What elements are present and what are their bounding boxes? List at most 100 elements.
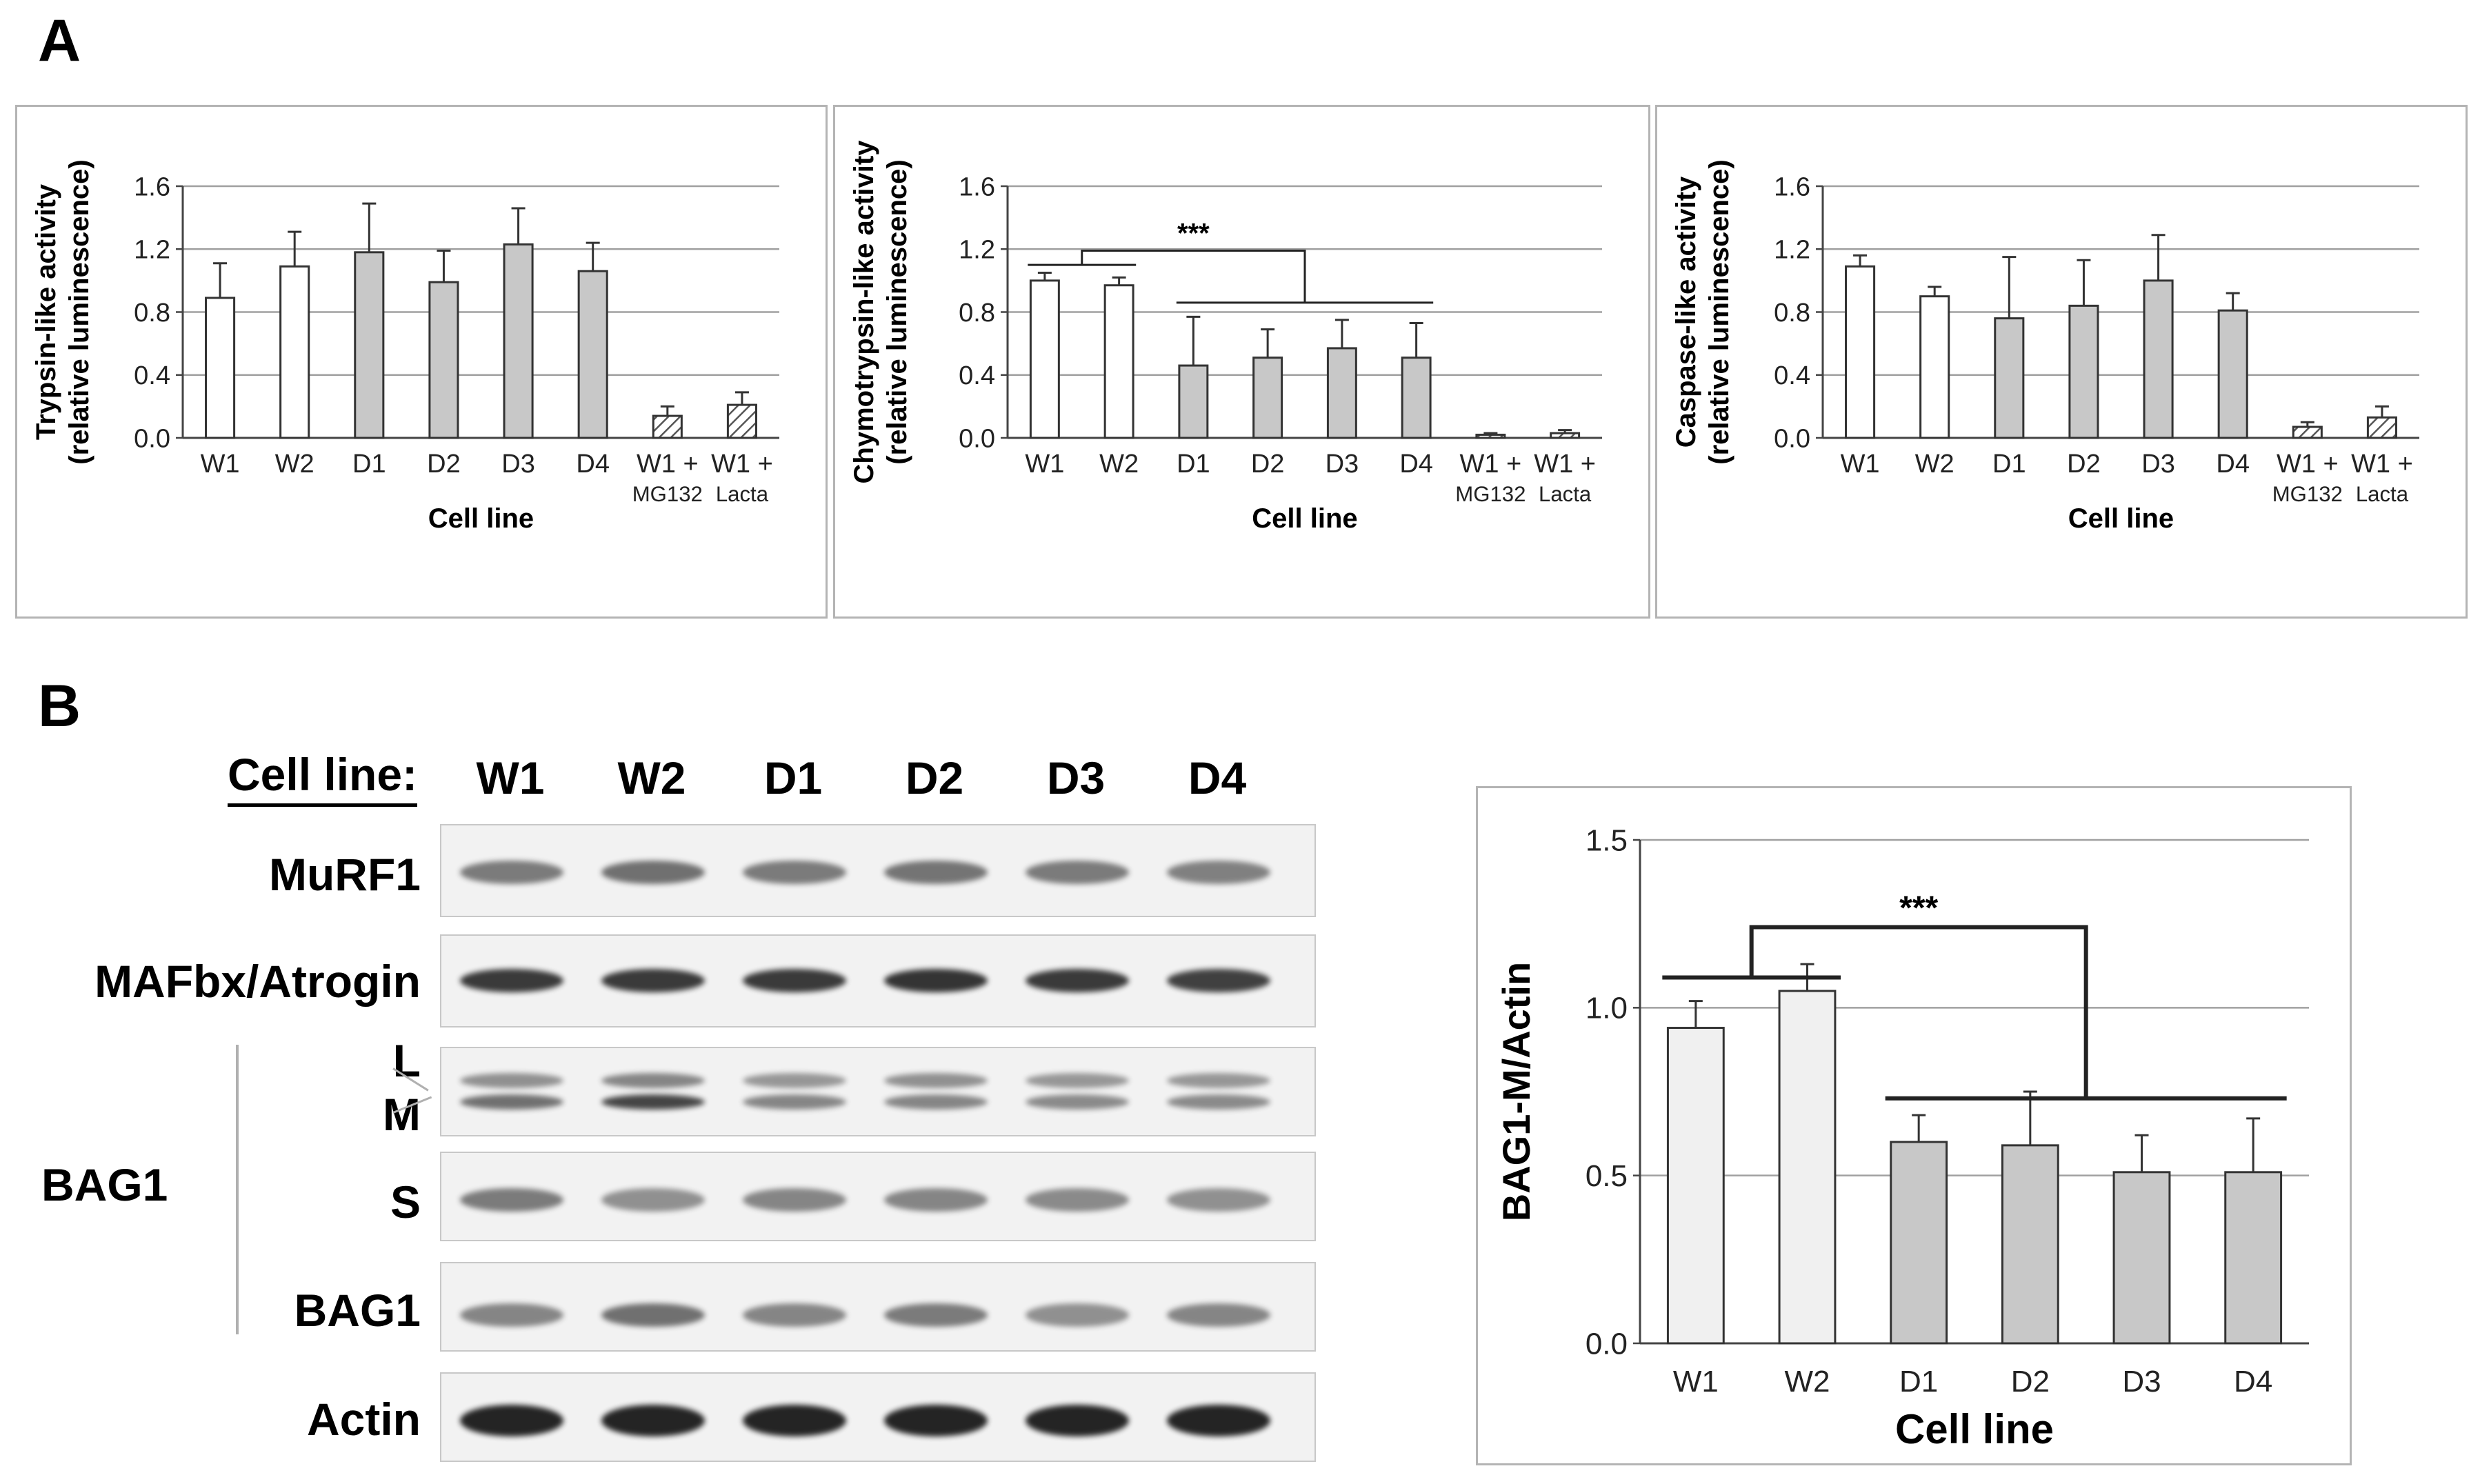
lane-label-d4: D4 [1188,752,1247,803]
lane-label-d2: D2 [905,752,964,803]
x-tick-label: W1 + [2351,450,2413,479]
x-tick-label: D3 [1326,450,1359,479]
bar-w1 [1845,265,1876,439]
y-axis-label: BAG1-M/Actin [1494,962,1538,1221]
x-tick-label: D2 [2067,450,2101,479]
bag1-group-label: BAG1 [41,1159,168,1210]
bar-d3 [2143,279,2174,439]
bar-d1 [1994,317,2025,439]
bag1-ratio-chart: 0.0 0.5 1.0 1.5 W1 W2 D1 D2 D3 D4 *** Cell line BAG1… [1476,786,2352,1465]
band-murf1-d3 [1026,860,1129,884]
panel-a-letter: A [38,8,81,74]
blot-strip-s [440,1152,1316,1241]
sig-bracket [1081,250,1306,303]
x-tick-label: W1 [1673,1365,1719,1398]
y-tick-label: 1.2 [1774,236,1810,265]
y-axis-label: Trypsin-like activity [31,183,61,440]
lane-label-w1: W1 [476,752,545,803]
band-s-w2 [601,1187,705,1212]
band-murf1-w1 [460,860,563,884]
x-tick-label: D3 [501,450,535,479]
x-tick-label: Lacta [2356,482,2409,506]
x-tick-label: D4 [2216,450,2250,479]
band-bag1-d3 [1026,1303,1129,1327]
blot-label-l: L [392,1035,421,1086]
x-tick-label: D1 [1177,450,1210,479]
y-tick-label: 1.6 [959,172,995,201]
blot-strip-mafbx-atrogin [440,934,1316,1027]
band-s-d2 [884,1187,988,1212]
bar-d3 [503,243,534,439]
y-tick-label: 0.8 [134,299,170,328]
x-axis-label: Cell line [1895,1406,2054,1452]
x-tick-label: W1 [201,450,240,479]
caspase-chart: 0.0 0.4 0.8 1.2 1.6 W1 W2 D1 D2 D3 D4 W1 + MG132 W1 +… [1655,105,2468,619]
band-s-d1 [743,1187,846,1212]
bar-d4 [2217,309,2248,439]
bar-w2 [1778,990,1837,1345]
band-murf1-d2 [884,860,988,884]
x-tick-label: Lacta [716,482,769,506]
y-tick-label: 0.0 [1586,1327,1628,1361]
band-m-w2 [601,1094,705,1110]
y-axis-label: Caspase-like activity [1671,176,1701,448]
bar-w2 [1919,295,1950,439]
y-tick-label: 0.4 [134,361,170,390]
blot-strip-murf1 [440,824,1316,917]
band-bag1-d1 [743,1303,846,1327]
y-tick-label: 1.0 [1586,992,1628,1025]
x-tick-label: D1 [352,450,386,479]
panel-b-letter: B [38,673,81,739]
y-tick-label: 0.4 [1774,361,1810,390]
band-l-d2 [884,1072,988,1088]
significance-label: *** [1177,219,1210,249]
band-mafbx-atrogin-w1 [460,968,563,992]
y-tick-label: 0.4 [959,361,995,390]
band-m-d2 [884,1094,988,1110]
band-mafbx-atrogin-d3 [1026,968,1129,992]
blot-label-bag1: BAG1 [294,1285,421,1336]
x-tick-label: W1 + [1534,450,1596,479]
x-tick-label: W1 + [1460,450,1522,479]
blot-header: Cell line: [228,748,418,807]
blot-strip-actin [440,1372,1316,1462]
x-tick-label: D4 [576,450,610,479]
band-bag1-w2 [601,1303,705,1327]
band-mafbx-atrogin-d1 [743,968,846,992]
y-axis-label-sub: (relative luminescence) [882,159,912,464]
trypsin-chart-svg: 0.0 0.4 0.8 1.2 1.6 W1 W2 D1 D2 D3 D4 W1 + MG132 W1 +… [31,159,779,534]
bar-w1 [1029,279,1060,439]
band-actin-d3 [1026,1404,1129,1436]
band-mafbx-atrogin-d4 [1167,968,1270,992]
bar-w1-mg132 [652,414,683,439]
bar-d2 [428,281,459,439]
bag1-group-bracket [236,1045,239,1334]
bar-d4 [1401,357,1432,439]
bar-w1-lacta [1550,432,1581,439]
bar-w1-lacta [2366,416,2397,439]
band-l-d1 [743,1072,846,1088]
lane-label-d3: D3 [1046,752,1106,803]
bar-w1 [205,297,236,439]
band-actin-d1 [743,1404,846,1436]
x-tick-label: MG132 [1455,482,1526,506]
bar-d4 [577,270,608,439]
band-bag1-w1 [460,1303,563,1327]
bar-d1 [1178,364,1209,439]
blot-strip-l [440,1047,1316,1136]
blot-strip-bag1 [440,1262,1316,1352]
x-tick-label: W1 + [2277,450,2339,479]
y-tick-label: 1.6 [1774,172,1810,201]
x-tick-label: D2 [1251,450,1285,479]
y-tick-label: 1.2 [134,236,170,265]
x-tick-label: W1 + [711,450,773,479]
band-s-d3 [1026,1187,1129,1212]
chymotrypsin-chart: 0.0 0.4 0.8 1.2 1.6 W1 W2 D1 D2 D3 D4 W1 + MG132 W1 +… [833,105,1650,619]
bar-d2 [2068,304,2099,439]
y-tick-label: 0.0 [1774,424,1810,453]
bar-d3 [2112,1171,2171,1345]
x-tick-label: D3 [2141,450,2175,479]
band-l-d4 [1167,1072,1270,1088]
bar-d1 [354,251,385,439]
band-s-d4 [1167,1187,1270,1212]
